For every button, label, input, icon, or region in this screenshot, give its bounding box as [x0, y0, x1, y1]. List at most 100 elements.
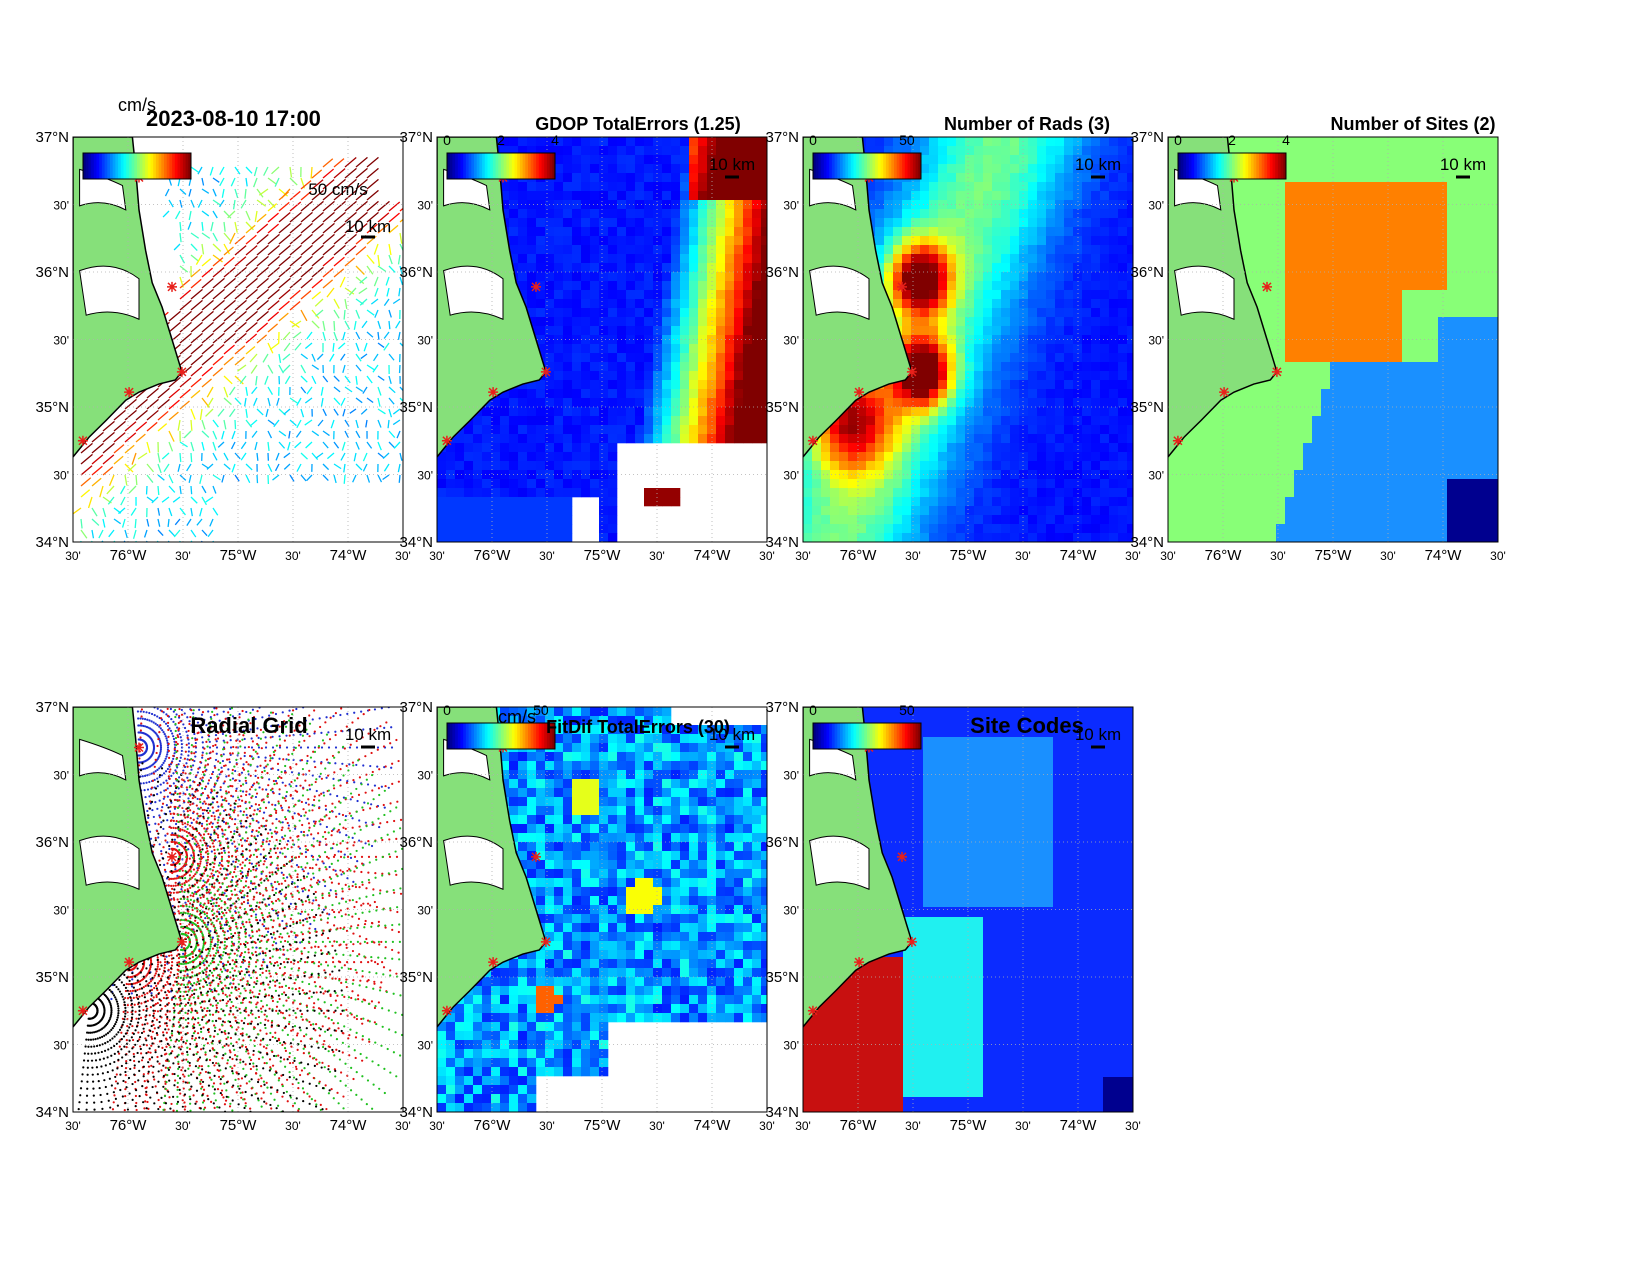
current-vector: [300, 180, 312, 190]
current-vector: [190, 232, 200, 239]
field-cell: [482, 497, 492, 507]
field-cell: [671, 335, 681, 345]
field-cell: [1330, 362, 1340, 372]
current-vector: [366, 375, 373, 384]
field-cell: [482, 425, 492, 435]
field-cell: [518, 263, 528, 273]
field-cell: [911, 236, 921, 246]
field-cell: [1118, 308, 1128, 318]
field-cell: [707, 335, 717, 345]
field-cell: [1303, 398, 1313, 408]
field-cell: [716, 290, 726, 300]
current-vector: [163, 463, 170, 473]
field-cell: [689, 209, 699, 219]
field-cell: [752, 272, 762, 282]
field-cell: [1339, 407, 1349, 417]
field-cell: [662, 254, 672, 264]
field-cell: [1240, 182, 1250, 192]
field-cell: [1073, 335, 1083, 345]
field-cell: [491, 443, 501, 453]
field-cell: [947, 218, 957, 228]
field-cell: [1028, 326, 1038, 336]
field-cell: [1321, 218, 1331, 228]
field-cell: [1258, 407, 1268, 417]
field-cell: [1028, 218, 1038, 228]
current-vector: [388, 224, 399, 234]
field-cell: [635, 137, 645, 147]
field-cell: [884, 443, 894, 453]
field-cell: [644, 371, 654, 381]
field-cell: [1064, 488, 1074, 498]
current-vector: [274, 177, 280, 187]
current-vector: [300, 309, 308, 322]
field-cell: [599, 452, 609, 462]
current-vector: [333, 158, 345, 168]
field-cell: [572, 344, 582, 354]
field-cell: [866, 146, 876, 156]
field-cell: [518, 236, 528, 246]
field-cell: [1001, 209, 1011, 219]
field-cell: [947, 524, 957, 534]
field-cell: [875, 137, 885, 147]
field-cell: [1028, 299, 1038, 309]
field-cell: [1019, 326, 1029, 336]
field-cell: [617, 353, 627, 363]
field-cell: [725, 317, 735, 327]
field-cell: [938, 227, 948, 237]
field-cell: [1195, 443, 1205, 453]
field-cell: [1109, 497, 1119, 507]
field-cell: [572, 218, 582, 228]
current-vector: [289, 211, 302, 223]
field-cell: [1109, 281, 1119, 291]
field-cell: [644, 164, 654, 174]
field-cell: [653, 407, 663, 417]
current-vector: [157, 463, 162, 474]
current-vector: [340, 353, 346, 361]
field-cell: [563, 281, 573, 291]
field-cell: [938, 407, 948, 417]
field-cell: [635, 317, 645, 327]
field-cell: [1055, 344, 1065, 354]
field-cell: [1312, 182, 1322, 192]
current-vector: [304, 419, 313, 426]
field-cell: [1294, 173, 1304, 183]
field-cell: [671, 155, 681, 165]
field-cell: [761, 299, 767, 309]
current-vector: [91, 465, 103, 476]
field-cell: [1177, 515, 1187, 525]
current-vector: [190, 166, 199, 173]
field-cell: [920, 236, 930, 246]
field-cell: [716, 191, 726, 201]
field-cell: [893, 380, 903, 390]
field-cell: [545, 389, 555, 399]
field-cell: [1267, 191, 1277, 201]
field-cell: [875, 227, 885, 237]
field-cell: [1127, 227, 1133, 237]
field-cell: [830, 506, 840, 516]
current-vector: [333, 211, 346, 223]
current-vector: [388, 375, 392, 384]
field-cell: [599, 434, 609, 444]
field-cell: [902, 488, 912, 498]
field-cell: [644, 344, 654, 354]
field-cell: [1055, 254, 1065, 264]
field-cell: [938, 317, 948, 327]
field-cell: [518, 245, 528, 255]
field-cell: [1082, 407, 1092, 417]
field-cell: [536, 380, 546, 390]
field-cell: [662, 245, 672, 255]
field-cell: [1127, 326, 1133, 336]
current-vector: [344, 157, 357, 168]
field-cell: [920, 353, 930, 363]
current-vector: [179, 377, 192, 388]
current-vector: [283, 408, 291, 415]
current-vector: [223, 299, 236, 311]
field-cell: [707, 326, 717, 336]
field-cell: [992, 137, 1002, 147]
field-cell: [956, 173, 966, 183]
current-vector: [212, 332, 225, 344]
field-cell: [1055, 146, 1065, 156]
field-cell: [1339, 416, 1349, 426]
field-cell: [509, 209, 519, 219]
field-cell: [1303, 263, 1313, 273]
